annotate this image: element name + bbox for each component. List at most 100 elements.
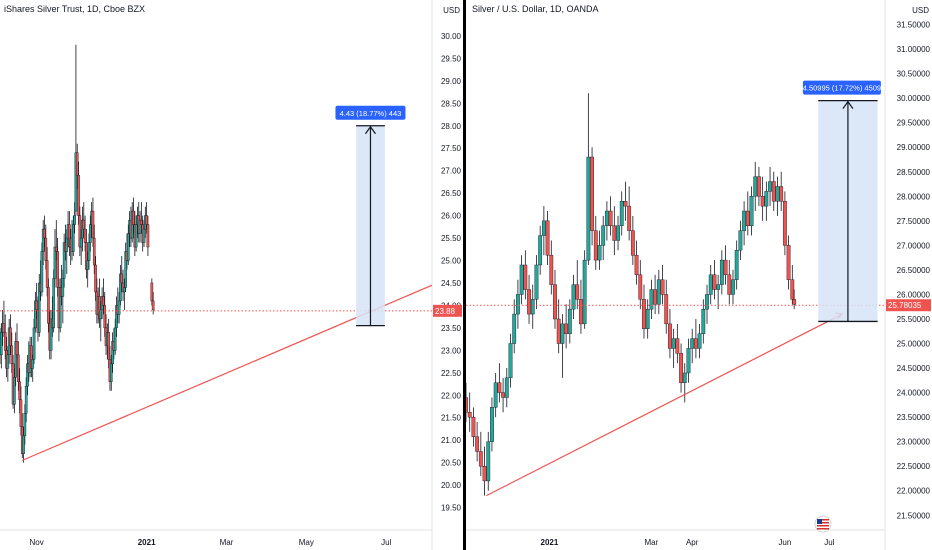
- candle-body: [79, 237, 83, 248]
- y-tick-label: 29.50000: [897, 119, 931, 128]
- candle-body: [120, 273, 124, 284]
- candle-body: [541, 220, 546, 236]
- candle-body: [567, 308, 572, 334]
- candle-body: [504, 377, 509, 398]
- candle-body: [91, 210, 95, 239]
- flag-stripe: [817, 528, 829, 530]
- y-tick-label: 21.00: [441, 436, 462, 445]
- candle-body: [682, 372, 687, 383]
- y-tick-label: 29.00: [441, 77, 462, 86]
- candle-body: [56, 251, 59, 288]
- candle-body: [92, 237, 96, 266]
- candle-body: [749, 196, 754, 226]
- x-tick-label: Jul: [381, 538, 391, 547]
- trendline[interactable]: [486, 313, 843, 497]
- candle-body: [571, 284, 576, 310]
- currency-label: USD: [443, 6, 460, 15]
- candle-body: [586, 156, 591, 261]
- candle-body: [597, 245, 602, 261]
- x-tick-label: Mar: [220, 538, 234, 547]
- candle-body: [719, 259, 724, 285]
- candle-body: [634, 254, 639, 276]
- candle-body: [134, 224, 138, 248]
- y-tick-label: 27.50000: [897, 217, 931, 226]
- candle-body: [757, 176, 761, 197]
- y-tick-label: 25.00: [441, 257, 462, 266]
- candle-body: [516, 294, 520, 315]
- y-tick-label: 30.00: [441, 32, 462, 41]
- x-tick-label: Jul: [824, 538, 834, 547]
- candle-body: [590, 156, 594, 231]
- candle-body: [790, 279, 795, 300]
- candle-body: [731, 279, 735, 295]
- chart-title: Silver / U.S. Dollar, 1D, OANDA: [472, 4, 599, 14]
- candle-body: [2, 323, 6, 333]
- y-tick-label: 24.50000: [897, 364, 931, 373]
- candle-body: [44, 237, 48, 261]
- candle-body: [519, 264, 524, 295]
- candle-body: [708, 274, 713, 295]
- candle-body: [58, 287, 62, 329]
- candle-body: [523, 264, 528, 290]
- candle-body: [31, 359, 35, 369]
- candle-body: [65, 237, 69, 252]
- y-tick-label: 22.50000: [897, 462, 931, 471]
- candle-body: [727, 274, 732, 295]
- candle-body: [75, 152, 79, 176]
- candle-body: [490, 407, 494, 442]
- candle-body: [538, 235, 543, 266]
- candle-body: [664, 294, 669, 325]
- y-tick-label: 30.00000: [897, 94, 931, 103]
- candle-body: [649, 289, 654, 310]
- candle-body: [593, 230, 598, 261]
- y-tick-label: 27.50: [441, 144, 462, 153]
- candle-body: [549, 254, 554, 285]
- candle-body: [686, 348, 691, 374]
- candle-body: [564, 323, 569, 334]
- candle-body: [6, 354, 10, 369]
- candle-body: [601, 225, 606, 246]
- candle-body: [690, 338, 695, 349]
- y-tick-label: 22.00000: [897, 487, 931, 496]
- candle-body: [15, 341, 19, 356]
- y-tick-label: 28.50: [441, 99, 462, 108]
- y-tick-label: 26.50: [441, 189, 462, 198]
- candle-body: [475, 436, 480, 452]
- measure-arrow-head: [842, 100, 854, 109]
- candle-body: [671, 338, 676, 349]
- candle-body: [675, 338, 680, 354]
- candle-body: [486, 441, 491, 482]
- candle-body: [753, 176, 758, 197]
- x-tick-label: 2021: [138, 538, 156, 547]
- measure-label: 4.43 (18.77%) 443: [340, 109, 402, 118]
- candle-body: [9, 327, 12, 347]
- y-tick-label: 25.50: [441, 234, 462, 243]
- candle-body: [150, 282, 154, 302]
- candle-body: [103, 305, 107, 329]
- candle-body: [43, 228, 46, 239]
- candle-body: [745, 210, 750, 226]
- y-tick-label: 23.50000: [897, 413, 931, 422]
- candle-body: [107, 332, 110, 360]
- candle-body: [556, 318, 561, 344]
- candle-body: [693, 338, 698, 349]
- candle-body: [705, 294, 709, 310]
- candle-body: [697, 333, 702, 349]
- candle-body: [53, 246, 57, 279]
- x-tick-label: Jun: [778, 538, 791, 547]
- candle-body: [482, 466, 487, 482]
- flag-stripe: [817, 525, 829, 527]
- candle-body: [716, 284, 721, 290]
- candle-body: [19, 399, 23, 427]
- candle-body: [10, 345, 14, 365]
- y-tick-label: 19.50: [441, 504, 462, 513]
- measure-arrow-head: [364, 125, 376, 135]
- candle-body: [467, 412, 472, 418]
- candle-body: [83, 228, 87, 243]
- candle-body: [612, 225, 617, 241]
- x-tick-label: Apr: [686, 538, 699, 547]
- y-tick-label: 28.50000: [897, 168, 931, 177]
- candle-body: [553, 284, 557, 320]
- candle-body: [478, 451, 483, 467]
